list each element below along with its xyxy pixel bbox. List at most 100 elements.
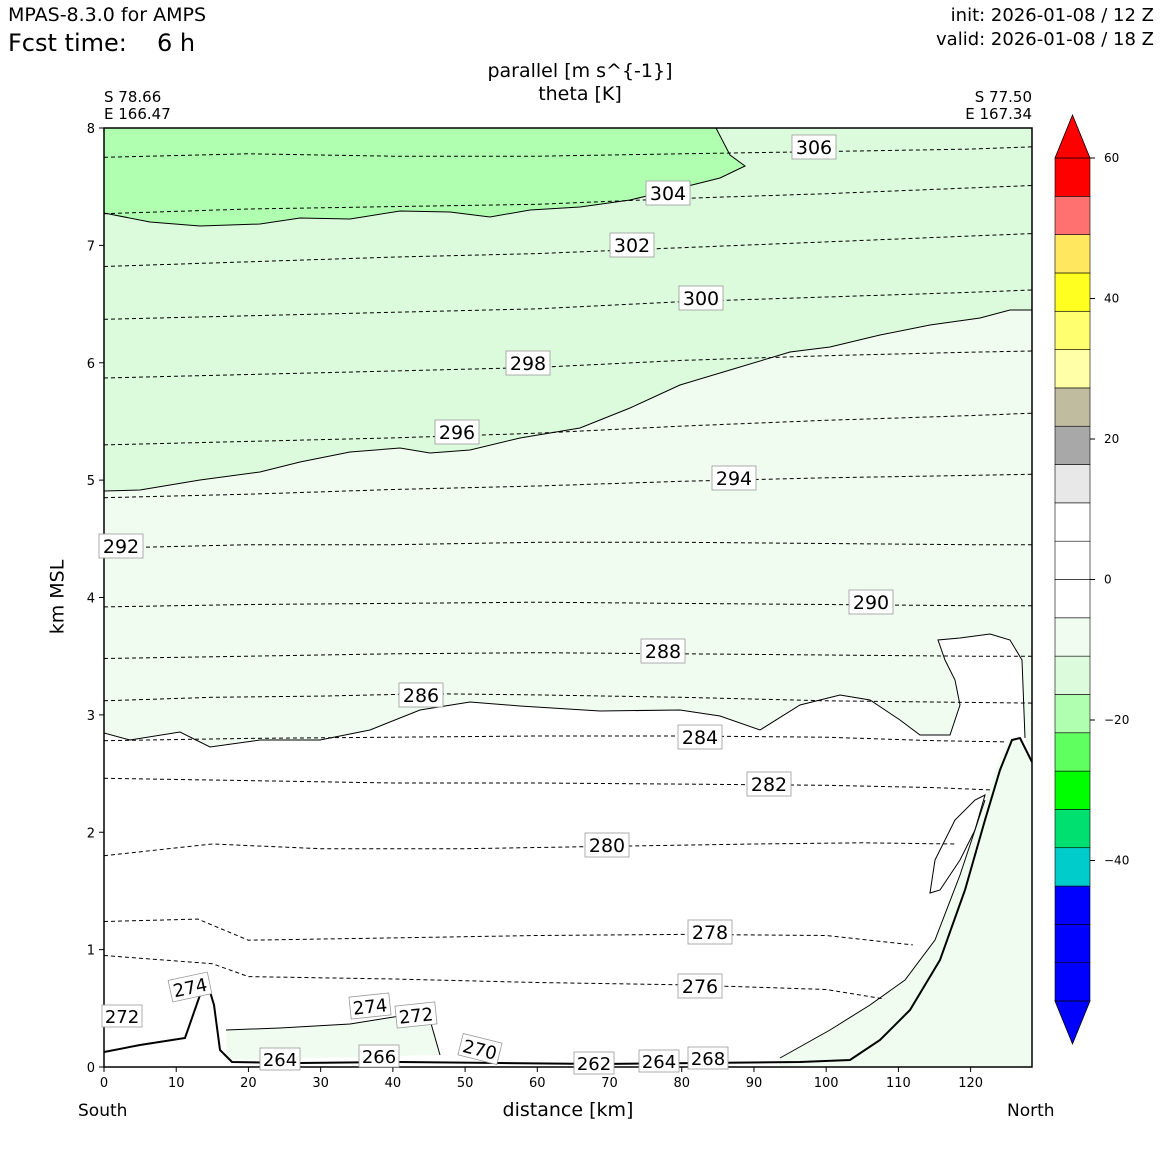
chart-title-line2: theta [K] <box>538 83 622 105</box>
svg-text:304: 304 <box>650 183 686 205</box>
svg-text:296: 296 <box>439 422 475 444</box>
contour-label-296: 296 <box>434 419 480 445</box>
svg-text:264: 264 <box>642 1052 676 1073</box>
contour-label-low-2: 274 <box>348 992 392 1020</box>
colorbar-tick-label: 0 <box>1104 573 1112 587</box>
svg-text:266: 266 <box>362 1047 396 1068</box>
contour-label-300: 300 <box>678 285 724 311</box>
colorbar-segment <box>1054 310 1091 350</box>
x-tick-label: 70 <box>601 1076 618 1091</box>
colorbar-segment <box>1054 387 1091 427</box>
svg-text:300: 300 <box>683 288 719 310</box>
colorbar-segment <box>1054 847 1091 887</box>
colorbar-segment <box>1054 502 1091 542</box>
y-tick-label: 4 <box>87 592 95 607</box>
svg-text:294: 294 <box>716 468 752 490</box>
svg-text:278: 278 <box>692 922 728 944</box>
x-axis-label: distance [km] <box>502 1099 634 1121</box>
svg-text:280: 280 <box>589 835 625 857</box>
x-tick-label: 90 <box>746 1076 763 1091</box>
colorbar-tick-label: 40 <box>1104 292 1119 306</box>
x-tick-label: 30 <box>312 1076 329 1091</box>
contour-label-290: 290 <box>848 589 894 615</box>
contour-label-low-0: 274 <box>167 971 213 1003</box>
theta-contour-296 <box>104 412 1032 446</box>
theta-contour-284 <box>104 735 1007 743</box>
svg-text:264: 264 <box>263 1050 297 1071</box>
colorbar-under-arrow <box>1054 1000 1091 1046</box>
y-tick-label: 2 <box>87 826 95 841</box>
fcst-time-value: 6 h <box>157 29 196 57</box>
contour-label-304: 304 <box>645 180 691 206</box>
wind-region-slope <box>780 738 1032 1067</box>
contour-label-294: 294 <box>711 465 757 491</box>
contour-label-276: 276 <box>677 973 723 999</box>
svg-text:268: 268 <box>691 1049 725 1070</box>
start-lon: E 166.47 <box>104 105 171 123</box>
x-tick-label: 110 <box>886 1076 911 1091</box>
contour-label-278: 278 <box>687 919 733 945</box>
x-tick-label: 80 <box>673 1076 690 1091</box>
colorbar-tick-label: −40 <box>1104 854 1129 868</box>
x-tick-label: 10 <box>168 1076 185 1091</box>
colorbar-segment <box>1054 272 1091 312</box>
theta-contour-280 <box>104 842 957 857</box>
svg-text:286: 286 <box>403 685 439 707</box>
x-tick-label: 60 <box>529 1076 546 1091</box>
contour-label-low-1: 272 <box>101 1004 143 1028</box>
valid-time: valid: 2026-01-08 / 18 Z <box>936 29 1154 50</box>
colorbar-segment <box>1054 770 1091 810</box>
theta-contour-288 <box>104 652 1032 659</box>
theta-contour-306 <box>104 146 1032 158</box>
theta-contour-292 <box>104 541 1032 549</box>
contour-label-298: 298 <box>505 350 551 376</box>
theta-contour-300 <box>104 289 1032 320</box>
svg-text:282: 282 <box>751 774 787 796</box>
x-right-label: North <box>1007 1101 1055 1121</box>
colorbar-segment <box>1054 196 1091 235</box>
theta-contour-278 <box>104 918 913 946</box>
svg-text:272: 272 <box>398 1004 434 1028</box>
colorbar-segment <box>1054 924 1091 963</box>
x-tick-label: 50 <box>457 1076 474 1091</box>
theta-contour-286 <box>104 693 1032 704</box>
y-tick-label: 0 <box>87 1061 95 1076</box>
end-lon: E 167.34 <box>965 105 1032 123</box>
x-tick-label: 0 <box>100 1076 108 1091</box>
contour-label-low-6: 266 <box>358 1044 400 1068</box>
contour-label-low-4: 270 <box>457 1033 503 1065</box>
y-tick-label: 5 <box>87 474 95 489</box>
colorbar-segment <box>1054 425 1091 465</box>
contour-label-282: 282 <box>746 771 792 797</box>
svg-text:298: 298 <box>510 353 546 375</box>
y-tick-label: 6 <box>87 357 95 372</box>
theta-contour-282 <box>104 777 993 791</box>
svg-text:288: 288 <box>645 641 681 663</box>
init-time: init: 2026-01-08 / 12 Z <box>950 5 1154 26</box>
contour-label-low-9: 268 <box>687 1046 729 1070</box>
theta-contour-298 <box>104 350 1032 379</box>
y-tick-label: 1 <box>87 944 95 959</box>
colorbar-segment <box>1054 349 1091 389</box>
x-left-label: South <box>78 1101 128 1121</box>
svg-text:274: 274 <box>352 995 388 1019</box>
colorbar-segment <box>1054 655 1091 695</box>
colorbar-segment <box>1054 962 1091 1002</box>
svg-text:290: 290 <box>853 592 889 614</box>
colorbar-tick-label: −20 <box>1104 713 1129 727</box>
start-lat: S 78.66 <box>104 88 162 106</box>
svg-text:284: 284 <box>682 727 718 749</box>
svg-text:272: 272 <box>105 1007 139 1028</box>
svg-text:302: 302 <box>614 235 650 257</box>
contour-label-280: 280 <box>584 832 630 858</box>
theta-contour-294 <box>104 473 1032 499</box>
colorbar-segment <box>1054 234 1091 274</box>
colorbar-segment <box>1054 694 1091 734</box>
colorbar-tick-label: 60 <box>1104 151 1119 165</box>
colorbar-segment <box>1054 809 1091 849</box>
x-tick-label: 20 <box>240 1076 257 1091</box>
x-tick-label: 40 <box>385 1076 402 1091</box>
y-tick-label: 3 <box>87 709 95 724</box>
wind-region-strong <box>104 128 745 226</box>
